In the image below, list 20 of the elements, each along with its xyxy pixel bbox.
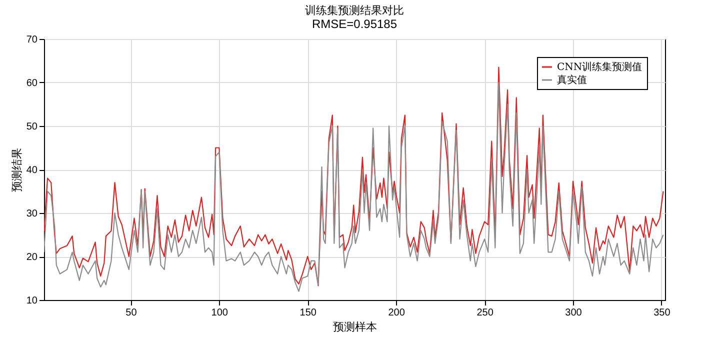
y-tick-label: 30 <box>26 208 38 220</box>
y-tick-label: 40 <box>26 165 38 176</box>
legend-label: 真实值 <box>557 74 587 86</box>
chart-subtitle: RMSE=0.95185 <box>312 17 398 31</box>
legend-label: CNN训练集预测值 <box>557 61 642 73</box>
x-tick-label: 350 <box>654 308 671 318</box>
x-tick-label: 300 <box>565 308 582 318</box>
x-tick-label: 50 <box>126 308 138 318</box>
y-axis-title: 预测结果 <box>10 148 24 192</box>
chart-title: 训练集预测结果对比 <box>305 4 404 17</box>
x-tick-label: 250 <box>476 308 494 318</box>
y-tick-label: 60 <box>26 78 38 89</box>
x-tick-label: 100 <box>211 308 228 318</box>
x-tick-label: 150 <box>300 308 317 318</box>
y-tick-label: 10 <box>26 296 38 306</box>
y-tick-label: 50 <box>26 122 38 132</box>
x-tick-label: 200 <box>388 308 406 318</box>
y-tick-label: 70 <box>26 34 38 46</box>
x-axis-title: 预测样本 <box>333 320 377 334</box>
y-tick-label: 20 <box>26 252 38 263</box>
